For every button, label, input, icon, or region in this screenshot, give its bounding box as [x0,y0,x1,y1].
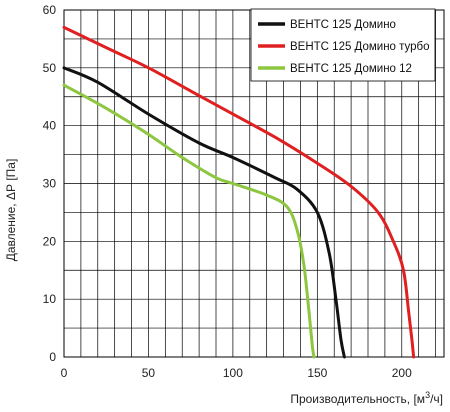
legend-label: ВЕНТС 125 Домино [290,19,396,31]
y-tick-label: 50 [43,61,57,75]
x-tick-label: 200 [392,366,412,380]
series-lines [62,25,416,359]
series-line-1 [62,66,346,359]
legend: ВЕНТС 125 Домино ВЕНТС 125 Домино турбо ВЕ… [250,8,436,82]
x-tick-label: 50 [142,366,156,380]
y-tick-label: 60 [43,3,57,17]
legend-label: ВЕНТС 125 Домино турбо [290,41,430,53]
y-axis-label: Давление, ΔР [Па] [4,159,18,262]
x-axis-label-superscript: 3 [425,390,430,400]
y-tick-label: 30 [43,177,57,191]
y-tick-label: 10 [43,292,57,306]
legend-label: ВЕНТС 125 Домино 12 [290,63,412,75]
tick-labels: 0 50 100 150 200 0 10 20 30 40 50 60 [43,3,412,380]
x-axis-label-main: Производительность, [м [290,392,425,406]
y-tick-label: 20 [43,234,57,248]
x-tick-label: 0 [61,366,68,380]
x-tick-label: 150 [307,366,327,380]
x-axis-label: Производительность, [м3/ч] [290,390,443,406]
series-line-2 [62,25,416,359]
x-tick-label: 100 [223,366,243,380]
y-tick-label: 0 [49,350,56,364]
y-tick-label: 40 [43,119,57,133]
series-line-3 [62,83,316,359]
x-axis-label-tail: /ч] [430,392,443,406]
